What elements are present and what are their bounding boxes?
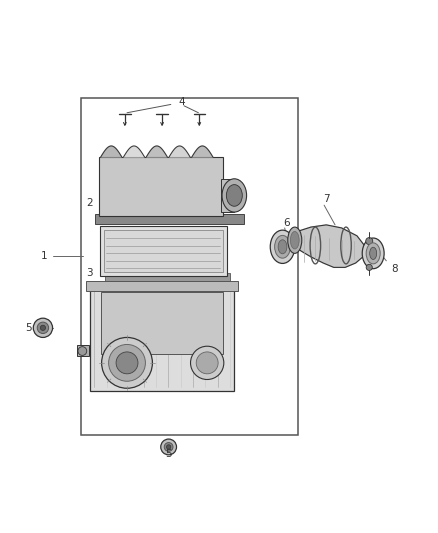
Text: 6: 6 [283, 217, 290, 228]
Text: 7: 7 [323, 193, 330, 204]
Ellipse shape [196, 352, 218, 374]
Ellipse shape [290, 231, 299, 249]
Ellipse shape [226, 184, 242, 206]
Bar [77, 345, 89, 356]
Text: 8: 8 [391, 264, 398, 273]
Ellipse shape [164, 442, 173, 451]
Ellipse shape [366, 238, 373, 245]
Bar [364, 245, 374, 262]
Bar [99, 157, 223, 216]
Ellipse shape [78, 346, 87, 356]
Text: 2: 2 [86, 198, 93, 208]
Bar [86, 281, 238, 290]
Bar [101, 292, 223, 354]
Ellipse shape [222, 179, 247, 212]
Bar [100, 226, 227, 276]
Bar [221, 179, 234, 212]
Polygon shape [124, 146, 145, 157]
Ellipse shape [370, 247, 377, 260]
Ellipse shape [161, 439, 177, 455]
Ellipse shape [37, 322, 49, 334]
Bar [81, 98, 298, 435]
Ellipse shape [288, 227, 302, 253]
Bar [105, 273, 230, 284]
Polygon shape [146, 146, 167, 157]
Bar [95, 214, 244, 224]
Text: 5: 5 [25, 323, 32, 333]
Polygon shape [169, 146, 190, 157]
Ellipse shape [191, 346, 224, 379]
Bar [104, 230, 223, 272]
Ellipse shape [166, 445, 171, 449]
Ellipse shape [366, 243, 380, 264]
Ellipse shape [40, 325, 46, 330]
Ellipse shape [33, 318, 53, 337]
Ellipse shape [270, 230, 295, 263]
Text: 3: 3 [86, 268, 93, 278]
Ellipse shape [102, 337, 152, 388]
Ellipse shape [275, 236, 290, 258]
Ellipse shape [109, 344, 145, 381]
Ellipse shape [366, 264, 372, 270]
Text: 5: 5 [165, 449, 172, 458]
Polygon shape [192, 146, 213, 157]
Text: 1: 1 [40, 251, 47, 261]
Bar [90, 284, 234, 391]
Ellipse shape [116, 352, 138, 374]
Ellipse shape [362, 238, 384, 269]
Polygon shape [101, 146, 122, 157]
Polygon shape [293, 225, 364, 268]
Ellipse shape [278, 240, 287, 254]
Text: 4: 4 [178, 97, 185, 107]
